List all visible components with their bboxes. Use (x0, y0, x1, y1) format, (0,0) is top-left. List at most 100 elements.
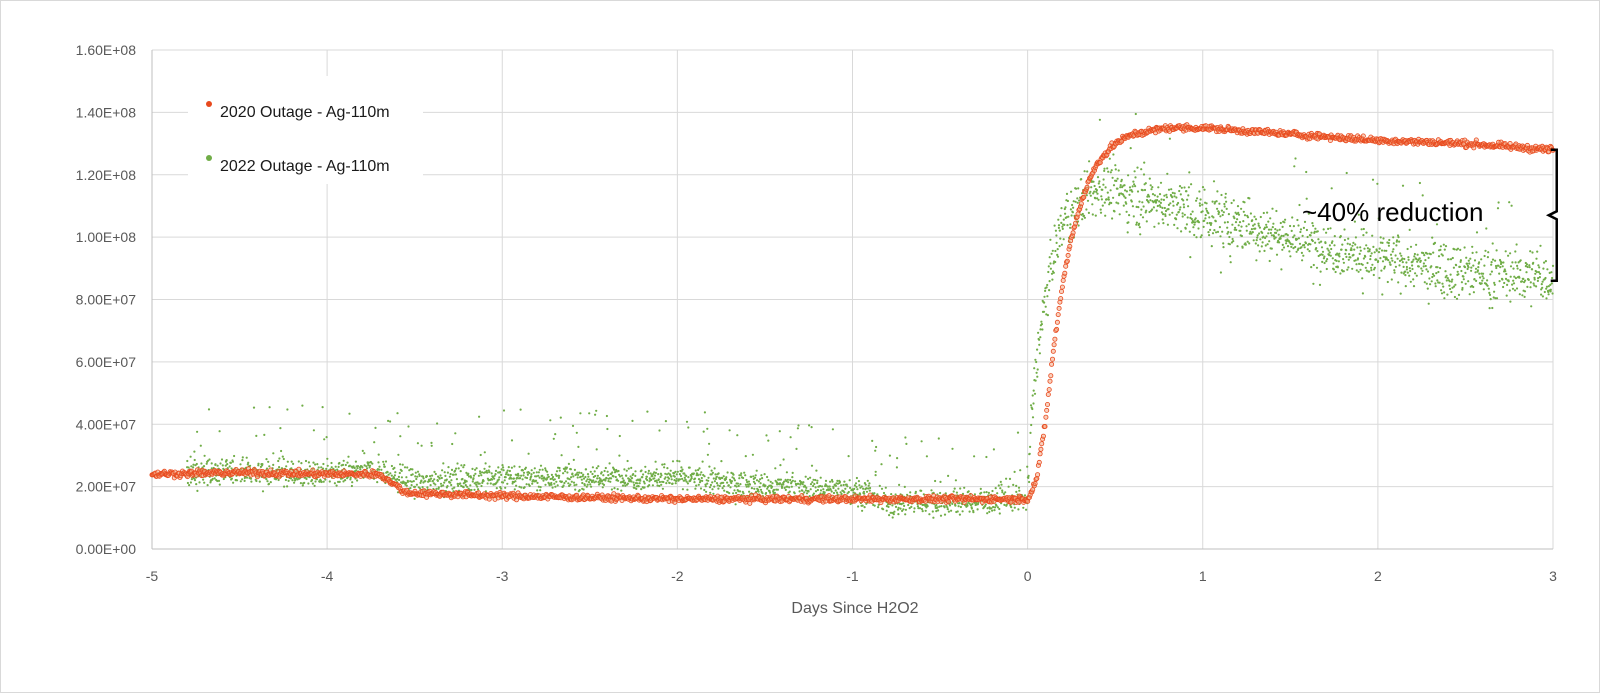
series-2022-point (1463, 246, 1466, 249)
series-2022-point (1358, 262, 1361, 265)
series-2022-point (1323, 261, 1326, 265)
series-2022-point (627, 467, 630, 470)
series-2022-point (1362, 234, 1365, 237)
series-2022-point (861, 504, 864, 507)
series-2022-point (1290, 229, 1293, 232)
series-2022-point (630, 466, 633, 469)
series-2022-point (1304, 242, 1308, 245)
series-2022-point (903, 504, 906, 507)
series-2022-point (1366, 247, 1369, 250)
series-2022-point (630, 480, 633, 483)
series-2022-point (1474, 267, 1478, 270)
series-2022-point (1224, 196, 1227, 199)
series-2022-point (265, 458, 268, 461)
series-2022-point (1161, 206, 1164, 209)
series-2022-point (1453, 295, 1456, 299)
series-2022-point (1023, 494, 1027, 497)
series-2022-point (902, 502, 905, 505)
series-2022-point (1178, 208, 1181, 211)
series-2022-point (738, 477, 741, 480)
series-2022-point (939, 491, 942, 495)
series-2020-point (1049, 361, 1055, 367)
series-2022-point (406, 480, 409, 483)
series-2022-point (472, 477, 475, 480)
series-2022-point (1279, 221, 1282, 225)
series-2022-point (485, 469, 488, 472)
series-2022-point (1074, 200, 1077, 203)
series-2022-point (856, 488, 859, 491)
series-2022-point (840, 484, 843, 487)
series-2022-point (1529, 286, 1532, 289)
series-2022-point (1038, 338, 1041, 341)
series-2022-point (629, 475, 632, 478)
series-2022-point (1219, 215, 1222, 218)
series-2022-point (514, 480, 517, 483)
series-2022-point (1404, 270, 1407, 273)
series-2022-point (1158, 193, 1162, 196)
series-2022-point (1108, 157, 1111, 160)
series-2022-point (553, 478, 556, 481)
series-2022-point (624, 484, 627, 487)
series-2022-point (1203, 188, 1206, 191)
series-2022-point (1482, 288, 1485, 291)
series-2022-point (1356, 246, 1359, 249)
series-2022-point (684, 478, 687, 481)
series-2022-point (1085, 194, 1088, 197)
series-2022-point (1040, 320, 1043, 323)
series-2022-point (805, 492, 809, 495)
series-2022-point (1503, 281, 1506, 285)
series-2022-point (1251, 219, 1254, 222)
series-2022-point (1072, 206, 1075, 209)
series-2022-point (430, 444, 433, 447)
series-2022-point (1277, 233, 1280, 236)
series-2022-point (1498, 280, 1501, 283)
series-2022-point (1377, 260, 1380, 263)
series-2022-point (713, 480, 717, 483)
series-2022-point (554, 485, 557, 488)
series-2022-point (664, 472, 667, 475)
series-2022-point (717, 487, 720, 490)
series-2022-point (524, 466, 528, 469)
series-2022-point (434, 472, 437, 476)
series-2022-point (1156, 204, 1159, 208)
series-2022-point (261, 463, 264, 466)
series-2022-point (937, 437, 940, 440)
series-2022-point (1165, 196, 1168, 199)
series-2022-point (462, 466, 465, 469)
series-2022-point (1038, 343, 1041, 346)
series-2022-point (1485, 227, 1488, 230)
series-2022-point (1051, 278, 1054, 281)
series-2022-point (334, 465, 337, 468)
series-2022-point (1401, 261, 1404, 264)
series-2022-point (466, 485, 469, 488)
series-2022-point (1502, 261, 1505, 264)
series-2022-point (591, 466, 595, 469)
series-2022-point (1057, 226, 1060, 229)
series-2022-point (1265, 235, 1268, 238)
series-2022-point (1547, 290, 1550, 294)
series-2022-point (1279, 237, 1282, 240)
series-2022-point (1451, 256, 1454, 260)
series-2022-point (1395, 239, 1399, 242)
series-2022-point (1452, 266, 1455, 269)
series-2022-point (1134, 112, 1137, 116)
series-2022-point (679, 474, 683, 478)
series-2022-point (1467, 280, 1470, 283)
series-2022-point (1240, 207, 1243, 210)
series-2022-point (1134, 176, 1137, 179)
series-2022-point (512, 477, 516, 480)
series-2022-point (1349, 256, 1352, 259)
series-2022-point (1363, 247, 1366, 250)
series-2022-point (707, 479, 710, 482)
series-2022-point (1487, 287, 1490, 290)
series-2022-point (463, 464, 466, 467)
series-2022-point (750, 475, 753, 478)
series-2022-point (470, 488, 473, 492)
series-2022-point (1468, 262, 1471, 265)
series-2022-point (1282, 246, 1286, 249)
series-2022-point (1488, 291, 1491, 294)
series-2022-point (1429, 283, 1432, 286)
series-2022-point (1278, 241, 1281, 244)
series-2022-point (407, 425, 410, 428)
series-2022-point (206, 459, 210, 462)
